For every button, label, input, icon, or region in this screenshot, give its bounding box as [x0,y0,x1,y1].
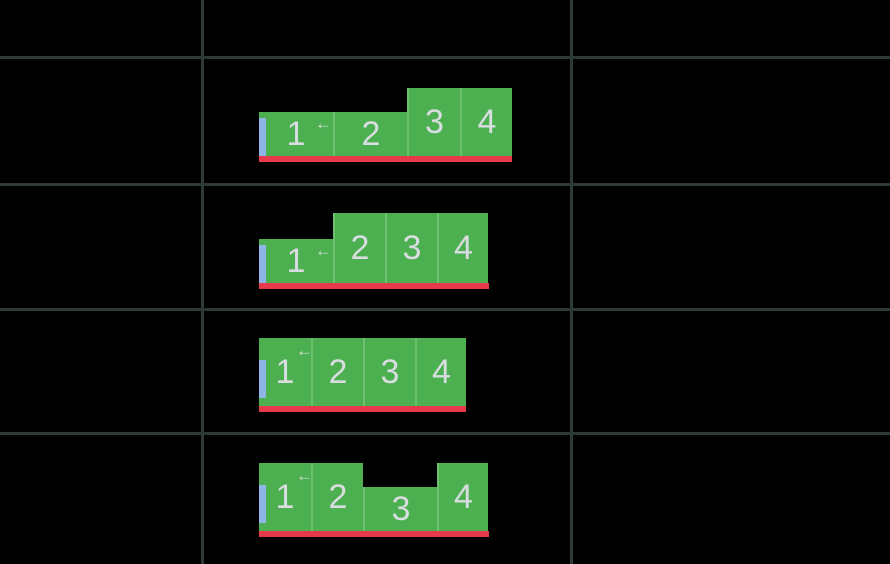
bar-block[interactable]: 1 [259,463,311,531]
bar-block[interactable]: 3 [363,487,437,531]
bar-block[interactable]: 3 [407,88,460,156]
baseline-indicator [259,156,512,162]
arrow-left-icon: ← [315,241,332,260]
cursor-marker-icon [259,245,266,283]
baseline-indicator [259,406,466,412]
cursor-marker-icon [259,360,266,398]
bar-block[interactable]: 1 [259,112,333,156]
baseline-indicator [259,531,489,537]
bar-block[interactable]: 2 [333,112,407,156]
grid-line-horizontal-1 [0,56,890,59]
arrow-left-icon: ← [315,114,332,133]
cursor-marker-icon [259,118,266,156]
bar-block[interactable]: 1 [259,239,333,283]
bar-block[interactable]: 3 [385,213,437,283]
grid-line-vertical-1 [201,0,204,564]
grid-line-horizontal-3 [0,308,890,311]
bar-block[interactable]: 2 [333,213,385,283]
bar-block[interactable]: 4 [460,88,512,156]
bar-block[interactable]: 2 [311,463,363,531]
grid-line-vertical-2 [570,0,573,564]
bar-block[interactable]: 1 [259,338,311,406]
bar-block[interactable]: 4 [415,338,466,406]
bar-block[interactable]: 4 [437,463,488,531]
arrow-left-icon: ← [296,466,313,485]
bar-block[interactable]: 4 [437,213,488,283]
bar-block[interactable]: 3 [363,338,415,406]
grid-line-horizontal-2 [0,183,890,186]
bar-block[interactable]: 2 [311,338,363,406]
baseline-indicator [259,283,489,289]
grid-line-horizontal-4 [0,432,890,435]
cursor-marker-icon [259,485,266,523]
arrow-left-icon: ← [296,341,313,360]
